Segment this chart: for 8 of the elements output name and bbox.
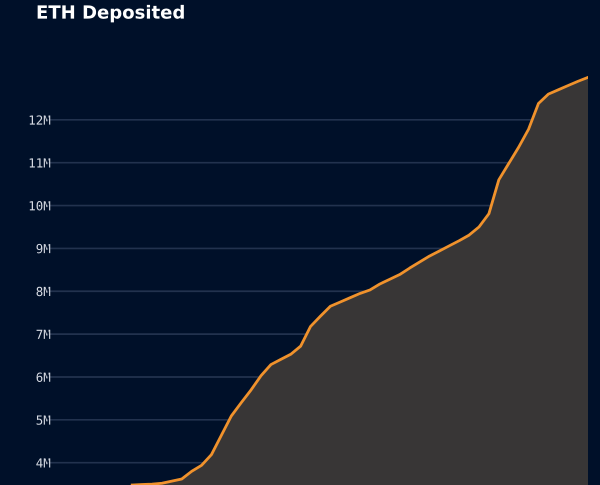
y-tick-label: 10M [30, 201, 50, 210]
y-tick-label: 11M [30, 158, 50, 168]
y-tick-label: 6M [36, 372, 50, 382]
y-tick-label: 4M [36, 458, 50, 468]
y-tick-label: 12M [30, 115, 50, 125]
y-tick-label: 9M [36, 244, 50, 254]
chart-title: ETH Deposited [38, 4, 184, 22]
y-tick-label: 8M [36, 286, 50, 296]
